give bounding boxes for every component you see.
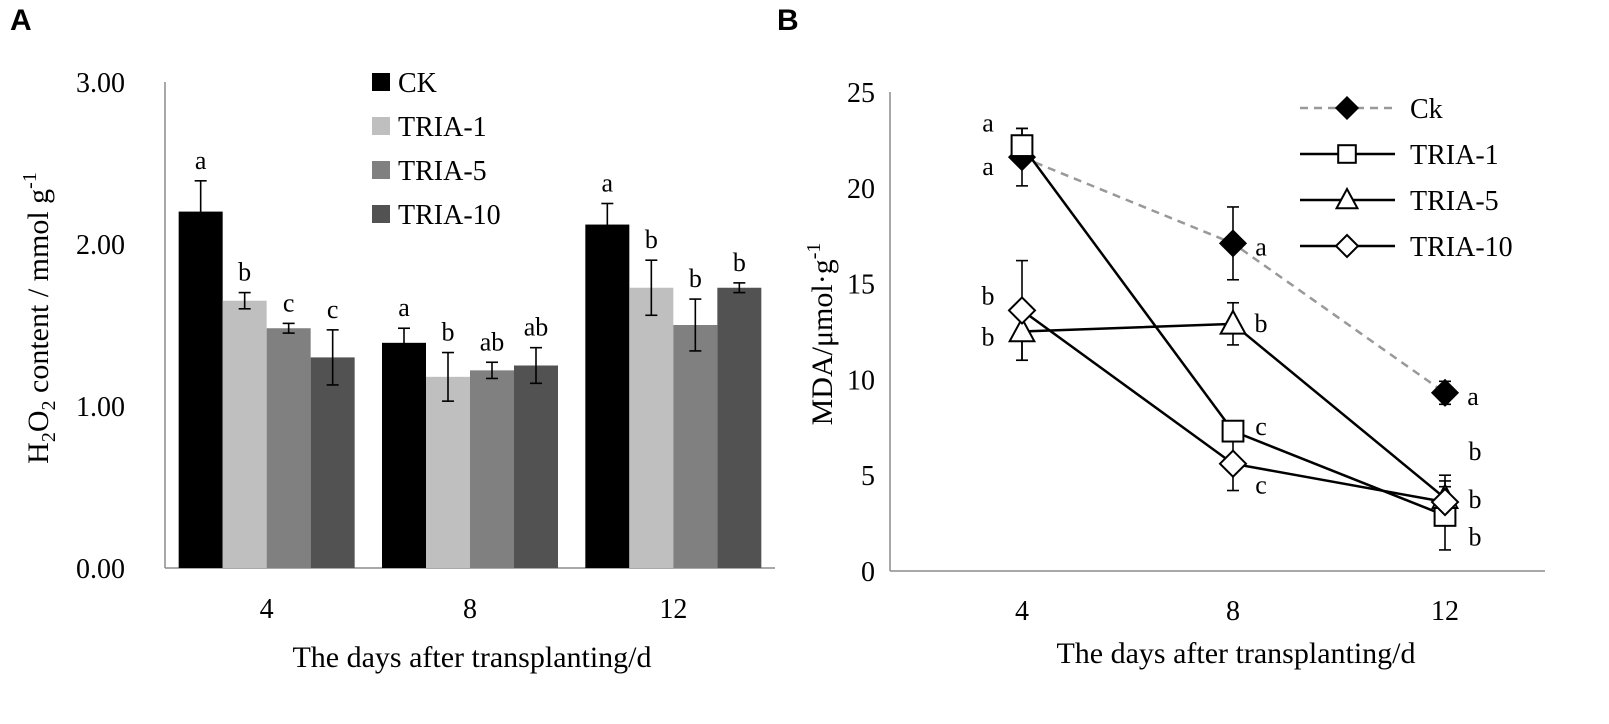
bar xyxy=(310,357,355,568)
significance-letter: b xyxy=(1255,309,1268,338)
marker-diamond-open xyxy=(1334,233,1360,259)
bar xyxy=(426,376,470,568)
legend-label: TRIA-5 xyxy=(1410,186,1499,217)
bar xyxy=(222,300,267,568)
bar xyxy=(470,370,514,568)
significance-letter: b xyxy=(733,248,746,277)
a-y-tick-label: 1.00 xyxy=(76,392,125,423)
b-error-bars xyxy=(1016,127,1451,551)
marker-square-open xyxy=(1010,134,1034,158)
significance-letter: b xyxy=(645,225,658,254)
marker-diamond-filled xyxy=(1430,378,1460,407)
significance-letter: a xyxy=(1467,382,1479,411)
marker-diamond-open xyxy=(1218,449,1248,479)
bar xyxy=(266,328,311,568)
a-error-bars xyxy=(194,180,746,402)
significance-letter: b xyxy=(689,264,702,293)
bar xyxy=(585,224,630,568)
b-x-tick-label: 12 xyxy=(1431,596,1459,627)
b-x-tick-labels: 4 8 12 xyxy=(1015,596,1459,627)
b-y-tick-label: 20 xyxy=(847,174,875,205)
bar xyxy=(629,287,674,568)
b-y-tick-label: 10 xyxy=(847,365,875,396)
significance-letter: a xyxy=(398,293,410,322)
legend-label: TRIA-1 xyxy=(398,112,487,143)
bar xyxy=(717,287,762,568)
a-legend: CK TRIA-1 TRIA-5 TRIA-10 xyxy=(372,68,501,231)
significance-letter: ab xyxy=(480,327,505,356)
legend-label: Ck xyxy=(1410,94,1443,125)
significance-letter: a xyxy=(1255,232,1267,261)
legend-label: TRIA-10 xyxy=(398,200,501,231)
a-x-tick-label: 8 xyxy=(463,594,477,625)
b-legend: Ck TRIA-1 TRIA-5 TRIA-10 xyxy=(1300,94,1513,263)
significance-letter: b xyxy=(1469,485,1482,514)
significance-letter: c xyxy=(1255,412,1267,441)
a-y-tick-label: 2.00 xyxy=(76,230,125,261)
marker-diamond-filled xyxy=(1218,229,1248,258)
a-y-axis-title: H2O2 content / mmol g-1 xyxy=(19,172,60,464)
legend-swatch xyxy=(372,205,390,223)
b-x-tick-label: 8 xyxy=(1226,596,1240,627)
significance-letter: b xyxy=(982,323,995,352)
legend-swatch xyxy=(372,117,390,135)
a-y-tick-label: 0.00 xyxy=(76,554,125,585)
legend-label: TRIA-5 xyxy=(398,156,487,187)
legend-swatch xyxy=(372,73,390,91)
significance-letter: c xyxy=(283,288,295,317)
bar xyxy=(514,365,558,568)
significance-letter: b xyxy=(1469,437,1482,466)
b-y-tick-label: 5 xyxy=(861,461,875,492)
significance-letter: b xyxy=(442,318,455,347)
a-y-tick-label: 3.00 xyxy=(76,68,125,99)
panel-letter-a: A xyxy=(10,4,32,37)
significance-letter: c xyxy=(327,295,339,324)
marker-triangle-open xyxy=(1218,308,1248,335)
a-x-tick-label: 4 xyxy=(260,594,274,625)
significance-letter: a xyxy=(982,109,994,138)
marker-triangle-open xyxy=(1334,186,1360,210)
b-y-tick-labels: 0 5 10 15 20 25 xyxy=(847,78,875,588)
b-y-tick-label: 0 xyxy=(861,557,875,588)
significance-letter: b xyxy=(238,258,251,287)
panel-letter-b: B xyxy=(777,4,799,37)
b-x-tick-label: 4 xyxy=(1015,596,1029,627)
bar xyxy=(178,211,223,568)
bar xyxy=(382,342,426,568)
significance-letter: b xyxy=(1469,522,1482,551)
legend-label: CK xyxy=(398,68,437,99)
legend-label: TRIA-10 xyxy=(1410,232,1513,263)
b-x-axis-title: The days after transplanting/d xyxy=(1056,637,1415,670)
marker-diamond-open xyxy=(1007,296,1037,325)
b-markers xyxy=(1007,134,1460,527)
significance-letter: ab xyxy=(524,313,549,342)
b-axes xyxy=(889,92,1545,572)
significance-letter: a xyxy=(195,146,207,175)
significance-letter: c xyxy=(1255,471,1267,500)
a-x-tick-label: 12 xyxy=(659,594,687,625)
marker-diamond-open xyxy=(1430,487,1460,517)
significance-letter: a xyxy=(602,169,614,198)
significance-letter: b xyxy=(982,281,995,310)
a-x-tick-labels: 4 8 12 xyxy=(260,594,688,625)
b-y-tick-label: 15 xyxy=(847,270,875,301)
legend-swatch xyxy=(372,161,390,179)
a-y-tick-labels: 0.00 1.00 2.00 3.00 xyxy=(76,68,125,585)
marker-triangle-open xyxy=(1007,316,1037,343)
a-x-axis-title: The days after transplanting/d xyxy=(292,641,651,674)
marker-square-open xyxy=(1221,419,1245,443)
significance-letter: a xyxy=(982,152,994,181)
b-y-axis-title: MDA/μmol·g-1 xyxy=(803,243,839,426)
b-y-tick-label: 25 xyxy=(847,78,875,109)
marker-diamond-filled xyxy=(1334,95,1360,121)
legend-label: TRIA-1 xyxy=(1410,140,1499,171)
marker-square-open xyxy=(1337,144,1357,164)
bar xyxy=(673,325,718,568)
a-bars xyxy=(178,211,762,568)
